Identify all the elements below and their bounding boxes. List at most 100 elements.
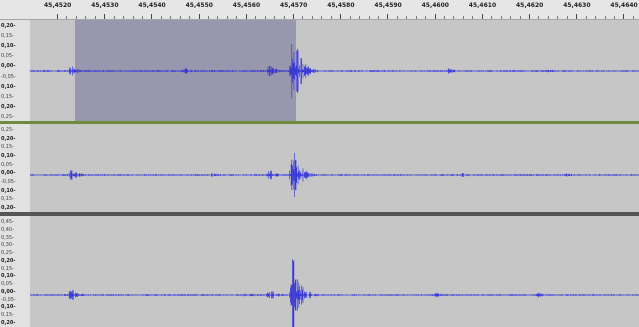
amplitude-label: 0,40- <box>1 226 14 233</box>
ruler-minor-tick <box>453 16 455 19</box>
ruler-label: 45,4530 <box>91 2 119 9</box>
ruler-minor-tick <box>208 16 210 19</box>
ruler-minor-tick <box>406 16 408 19</box>
ruler-minor-tick <box>444 16 446 19</box>
ruler-minor-tick <box>368 16 370 19</box>
ruler-label: 45,4550 <box>185 2 213 9</box>
amplitude-label: 0,25- <box>1 250 14 257</box>
ruler-tick <box>151 14 153 19</box>
ruler-label: 45,4620 <box>516 2 544 9</box>
amplitude-label: 0,15- <box>1 33 14 40</box>
waveform <box>29 259 639 327</box>
ruler-tick <box>198 14 200 19</box>
amplitude-label: 0,00- <box>1 288 16 295</box>
amplitude-label: 0,45- <box>1 219 14 225</box>
ruler-minor-tick <box>604 16 606 19</box>
ruler-label: 45,4600 <box>421 2 449 9</box>
amplitude-label: 0,10- <box>1 83 16 90</box>
ruler-label: 45,4640 <box>610 2 638 9</box>
ruler-minor-tick <box>170 16 172 19</box>
amplitude-label: 0,15- <box>1 312 14 319</box>
amplitude-label: 0,05- <box>1 161 14 168</box>
amplitude-label: 0,10- <box>1 187 16 194</box>
ruler-tick <box>104 14 106 19</box>
amplitude-label: 0,25- <box>1 114 14 120</box>
amplitude-label: -0,05- <box>1 296 16 303</box>
waveform <box>29 43 639 99</box>
ruler-label: 45,4590 <box>374 2 402 9</box>
ruler-minor-tick <box>491 16 493 19</box>
ruler-minor-tick <box>472 16 474 19</box>
amplitude-scale <box>0 20 30 121</box>
ruler-minor-tick <box>85 16 87 19</box>
ruler-minor-tick <box>75 16 77 19</box>
amplitude-scale <box>0 124 30 212</box>
ruler-tick <box>529 14 530 19</box>
ruler-minor-tick <box>557 16 559 19</box>
ruler-minor-tick <box>585 16 587 19</box>
ruler-minor-tick <box>595 16 597 19</box>
ruler-minor-tick <box>330 16 332 19</box>
ruler-minor-tick <box>538 16 540 19</box>
ruler-minor-tick <box>462 16 464 19</box>
ruler-minor-tick <box>566 16 568 19</box>
amplitude-label: 0,10- <box>1 304 16 311</box>
ruler-minor-tick <box>94 16 96 19</box>
amplitude-label: 0,20- <box>1 23 16 29</box>
timeline-ruler[interactable]: 45,4520 45,4530 45,4540 45,4550 45,4560 45,45… <box>0 0 639 20</box>
ruler-tick <box>387 14 389 19</box>
ruler-minor-tick <box>66 16 68 19</box>
ruler-label: 45,4560 <box>232 2 261 9</box>
amplitude-label: -0,05- <box>1 179 16 185</box>
ruler-tick <box>576 14 578 19</box>
amplitude-label: 0,20- <box>1 320 16 326</box>
ruler-minor-tick <box>160 16 162 19</box>
amplitude-label: 0,05- <box>1 281 14 288</box>
amplitude-label: 0,25- <box>1 127 14 133</box>
ruler-minor-tick <box>255 16 257 19</box>
ruler-tick <box>245 14 247 19</box>
ruler-minor-tick <box>613 16 615 19</box>
ruler-tick <box>623 14 625 19</box>
amplitude-label: 0,05- <box>1 53 14 60</box>
ruler-minor-tick <box>189 16 191 19</box>
audio-track-2[interactable]: 0,25- 0,20- 0,15- 0,10- 0,05- 0,00- -0,05- 0,10… <box>0 124 639 212</box>
ruler-minor-tick <box>396 16 398 19</box>
amplitude-label: 0,10- <box>1 43 16 50</box>
ruler-minor-tick <box>274 16 276 19</box>
ruler-minor-tick <box>311 16 313 19</box>
amplitude-label: -0,05- <box>1 73 16 80</box>
track-divider[interactable] <box>0 212 639 216</box>
ruler-minor-tick <box>377 16 379 19</box>
amplitude-label: 0,15- <box>1 196 14 203</box>
ruler-minor-tick <box>632 16 634 19</box>
amplitude-label: 0,15- <box>1 144 14 151</box>
ruler-minor-tick <box>302 16 304 19</box>
amplitude-label: 0,35- <box>1 234 14 241</box>
ruler-tick <box>293 14 294 19</box>
amplitude-label: 0,10- <box>1 153 16 159</box>
ruler-minor-tick <box>217 16 219 19</box>
ruler-minor-tick <box>349 16 351 19</box>
audio-track-3[interactable]: 0,45- 0,40- 0,35- 0,30- 0,25- 0,20- 0,15- 0,10-… <box>0 216 639 327</box>
amplitude-label: 0,00- <box>1 63 16 70</box>
ruler-minor-tick <box>500 16 502 19</box>
amplitude-label: 0,20- <box>1 103 16 110</box>
ruler-minor-tick <box>359 16 361 19</box>
audio-track-1[interactable]: 0,20- 0,15- 0,10- 0,05- 0,00- -0,05- 0,10- 0,15… <box>0 20 639 121</box>
waveform-signal <box>29 259 639 327</box>
ruler-tick <box>434 14 436 19</box>
ruler-label: 45,4580 <box>327 2 355 9</box>
amplitude-label: 0,15- <box>1 93 14 100</box>
ruler-minor-tick <box>123 16 125 19</box>
amplitude-label: 0,00- <box>1 170 16 177</box>
track-divider[interactable] <box>0 121 639 124</box>
ruler-minor-tick <box>547 16 549 19</box>
amplitude-scale <box>0 216 30 327</box>
ruler-minor-tick <box>236 16 238 19</box>
ruler-label: 45,4610 <box>468 2 497 9</box>
ruler-minor-tick <box>425 16 427 19</box>
ruler-label: 45,4520 <box>44 2 72 9</box>
amplitude-label: 0,20- <box>1 135 16 142</box>
ruler-label: 45,4540 <box>138 2 166 9</box>
